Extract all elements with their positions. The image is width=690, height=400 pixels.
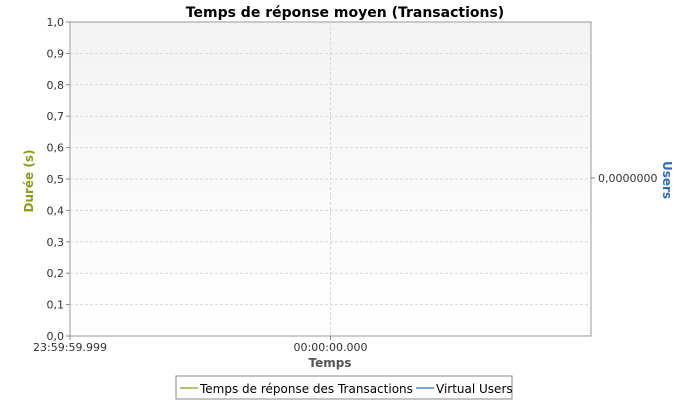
y-tick-label: 0,8 [47,79,65,92]
x-tick-label: 00:00:00.000 [294,341,368,354]
y-tick-label: 0,3 [47,236,65,249]
y-tick-label: 0,4 [47,204,65,217]
legend-box [175,375,513,400]
y-tick-label: 0,7 [47,110,65,123]
y-tick-label: 0,0 [47,330,65,343]
y-tick-label: 0,5 [47,173,65,186]
grid-lines [70,22,591,336]
x-tick-label: 23:59:59.999 [33,341,107,354]
y-axis-label: Durée (s) [22,150,36,213]
y-tick-label: 0,9 [47,47,65,60]
y-axis-ticks: 0,0 0,1 0,2 0,3 0,4 0,5 0,6 0,7 0,8 0,9 1,0 [47,16,70,343]
y2-axis-ticks: 0,0000000 [591,172,658,185]
x-axis-label: Temps [309,356,352,370]
y-tick-label: 0,1 [47,299,65,312]
y-tick-label: 1,0 [47,16,65,29]
legend-label-virtual-users: Virtual Users [436,382,513,396]
x-axis-ticks: 23:59:59.999 00:00:00.000 [33,336,367,354]
y2-axis-label: Users [660,161,674,199]
y-tick-label: 0,6 [47,142,65,155]
y-tick-label: 0,2 [47,267,65,280]
legend: Temps de réponse des Transactions Virtua… [175,375,513,400]
chart-title: Temps de réponse moyen (Transactions) [186,5,504,21]
y2-tick-label: 0,0000000 [598,172,658,185]
legend-label-transactions: Temps de réponse des Transactions [199,382,413,396]
